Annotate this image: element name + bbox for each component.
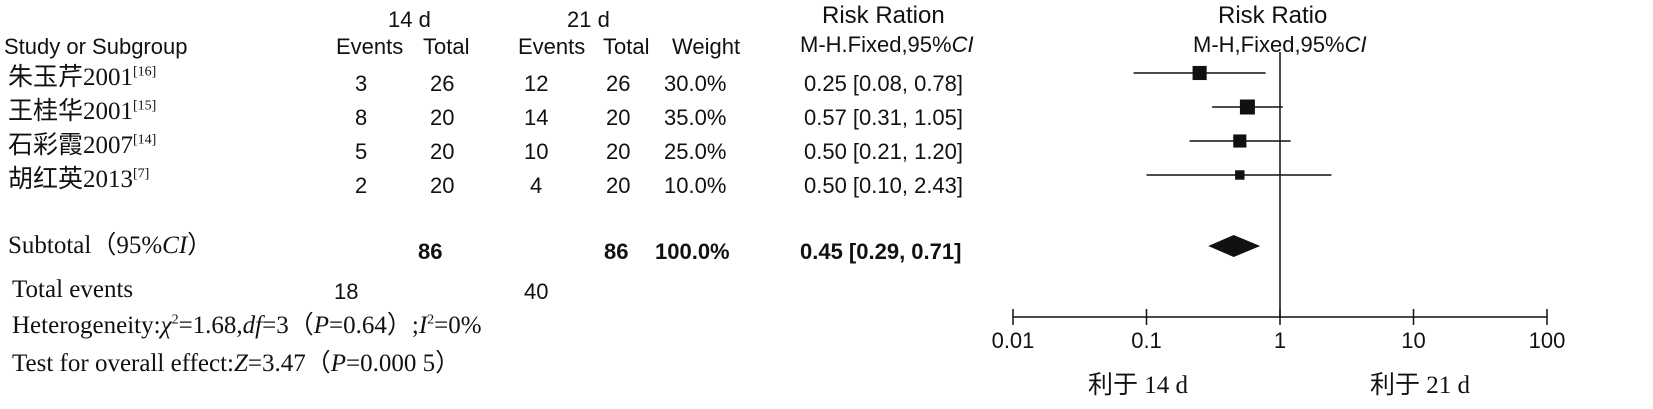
events2-header: Events [518, 34, 586, 59]
total-events-label: Total events [12, 276, 134, 303]
total1: 20 [430, 139, 455, 164]
x-tick-label: 100 [1529, 328, 1566, 353]
weight: 10.0% [664, 173, 727, 198]
events1: 2 [355, 173, 368, 198]
plot-title: Risk Ratio [1218, 2, 1328, 29]
total-events1: 18 [334, 279, 359, 304]
total1: 26 [430, 71, 455, 96]
point-estimate [1235, 170, 1245, 180]
study-name: 胡红英2013[7] [8, 166, 150, 193]
rr-column-title: Risk Ration [822, 2, 945, 29]
events1-header: Events [336, 34, 404, 59]
subtotal-label: Subtotal（95%CI） [8, 232, 213, 259]
events1: 3 [355, 71, 368, 96]
plot-method-header: M-H,Fixed,95%CI [1193, 32, 1367, 57]
x-tick-label: 10 [1401, 328, 1425, 353]
total1: 20 [430, 105, 455, 130]
group1-header: 14 d [388, 7, 431, 32]
point-estimate [1192, 65, 1207, 81]
pooled-diamond [1208, 235, 1261, 257]
study-name: 石彩霞2007[14] [8, 132, 157, 159]
study-column-header: Study or Subgroup [4, 34, 188, 59]
x-tick-label: 0.1 [1131, 328, 1162, 353]
events1: 5 [355, 139, 368, 164]
events2: 12 [524, 71, 549, 96]
weight: 35.0% [664, 105, 727, 130]
weight-header: Weight [672, 34, 741, 59]
heterogeneity-text: Heterogeneity:χ2=1.68,df=3（P=0.64）;I2=0% [12, 312, 482, 339]
point-estimate [1233, 134, 1247, 148]
events2: 14 [524, 105, 549, 130]
study-name: 王桂华2001[15] [8, 98, 157, 125]
rr-value: 0.50 [0.21, 1.20] [804, 139, 964, 164]
total2: 20 [606, 173, 631, 198]
events1: 8 [355, 105, 368, 130]
events2: 4 [530, 173, 543, 198]
x-tick-label: 0.01 [992, 328, 1035, 353]
events2: 10 [524, 139, 549, 164]
total2: 26 [606, 71, 631, 96]
total-events2: 40 [524, 279, 549, 304]
subtotal-total2: 86 [604, 239, 629, 264]
weight: 30.0% [664, 71, 727, 96]
overall-effect-text: Test for overall effect:Z=3.47（P=0.000 5… [12, 350, 461, 377]
total1-header: Total [423, 34, 470, 59]
total2-header: Total [603, 34, 650, 59]
total1: 20 [430, 173, 455, 198]
group2-header: 21 d [567, 7, 610, 32]
rr-value: 0.57 [0.31, 1.05] [804, 105, 964, 130]
study-name: 朱玉芹2001[16] [8, 64, 157, 91]
favours-right-label: 利于 21 d [1370, 372, 1471, 399]
favours-left-label: 利于 14 d [1088, 372, 1189, 399]
total2: 20 [606, 105, 631, 130]
point-estimate [1239, 99, 1255, 115]
weight: 25.0% [664, 139, 727, 164]
subtotal-weight: 100.0% [655, 239, 730, 264]
total2: 20 [606, 139, 631, 164]
rr-value: 0.50 [0.10, 2.43] [804, 173, 964, 198]
x-tick-label: 1 [1274, 328, 1286, 353]
subtotal-total1: 86 [418, 239, 443, 264]
subtotal-rr: 0.45 [0.29, 0.71] [800, 239, 962, 264]
rr-value: 0.25 [0.08, 0.78] [804, 71, 964, 96]
rr-method-header: M-H.Fixed,95%CI [800, 32, 974, 57]
